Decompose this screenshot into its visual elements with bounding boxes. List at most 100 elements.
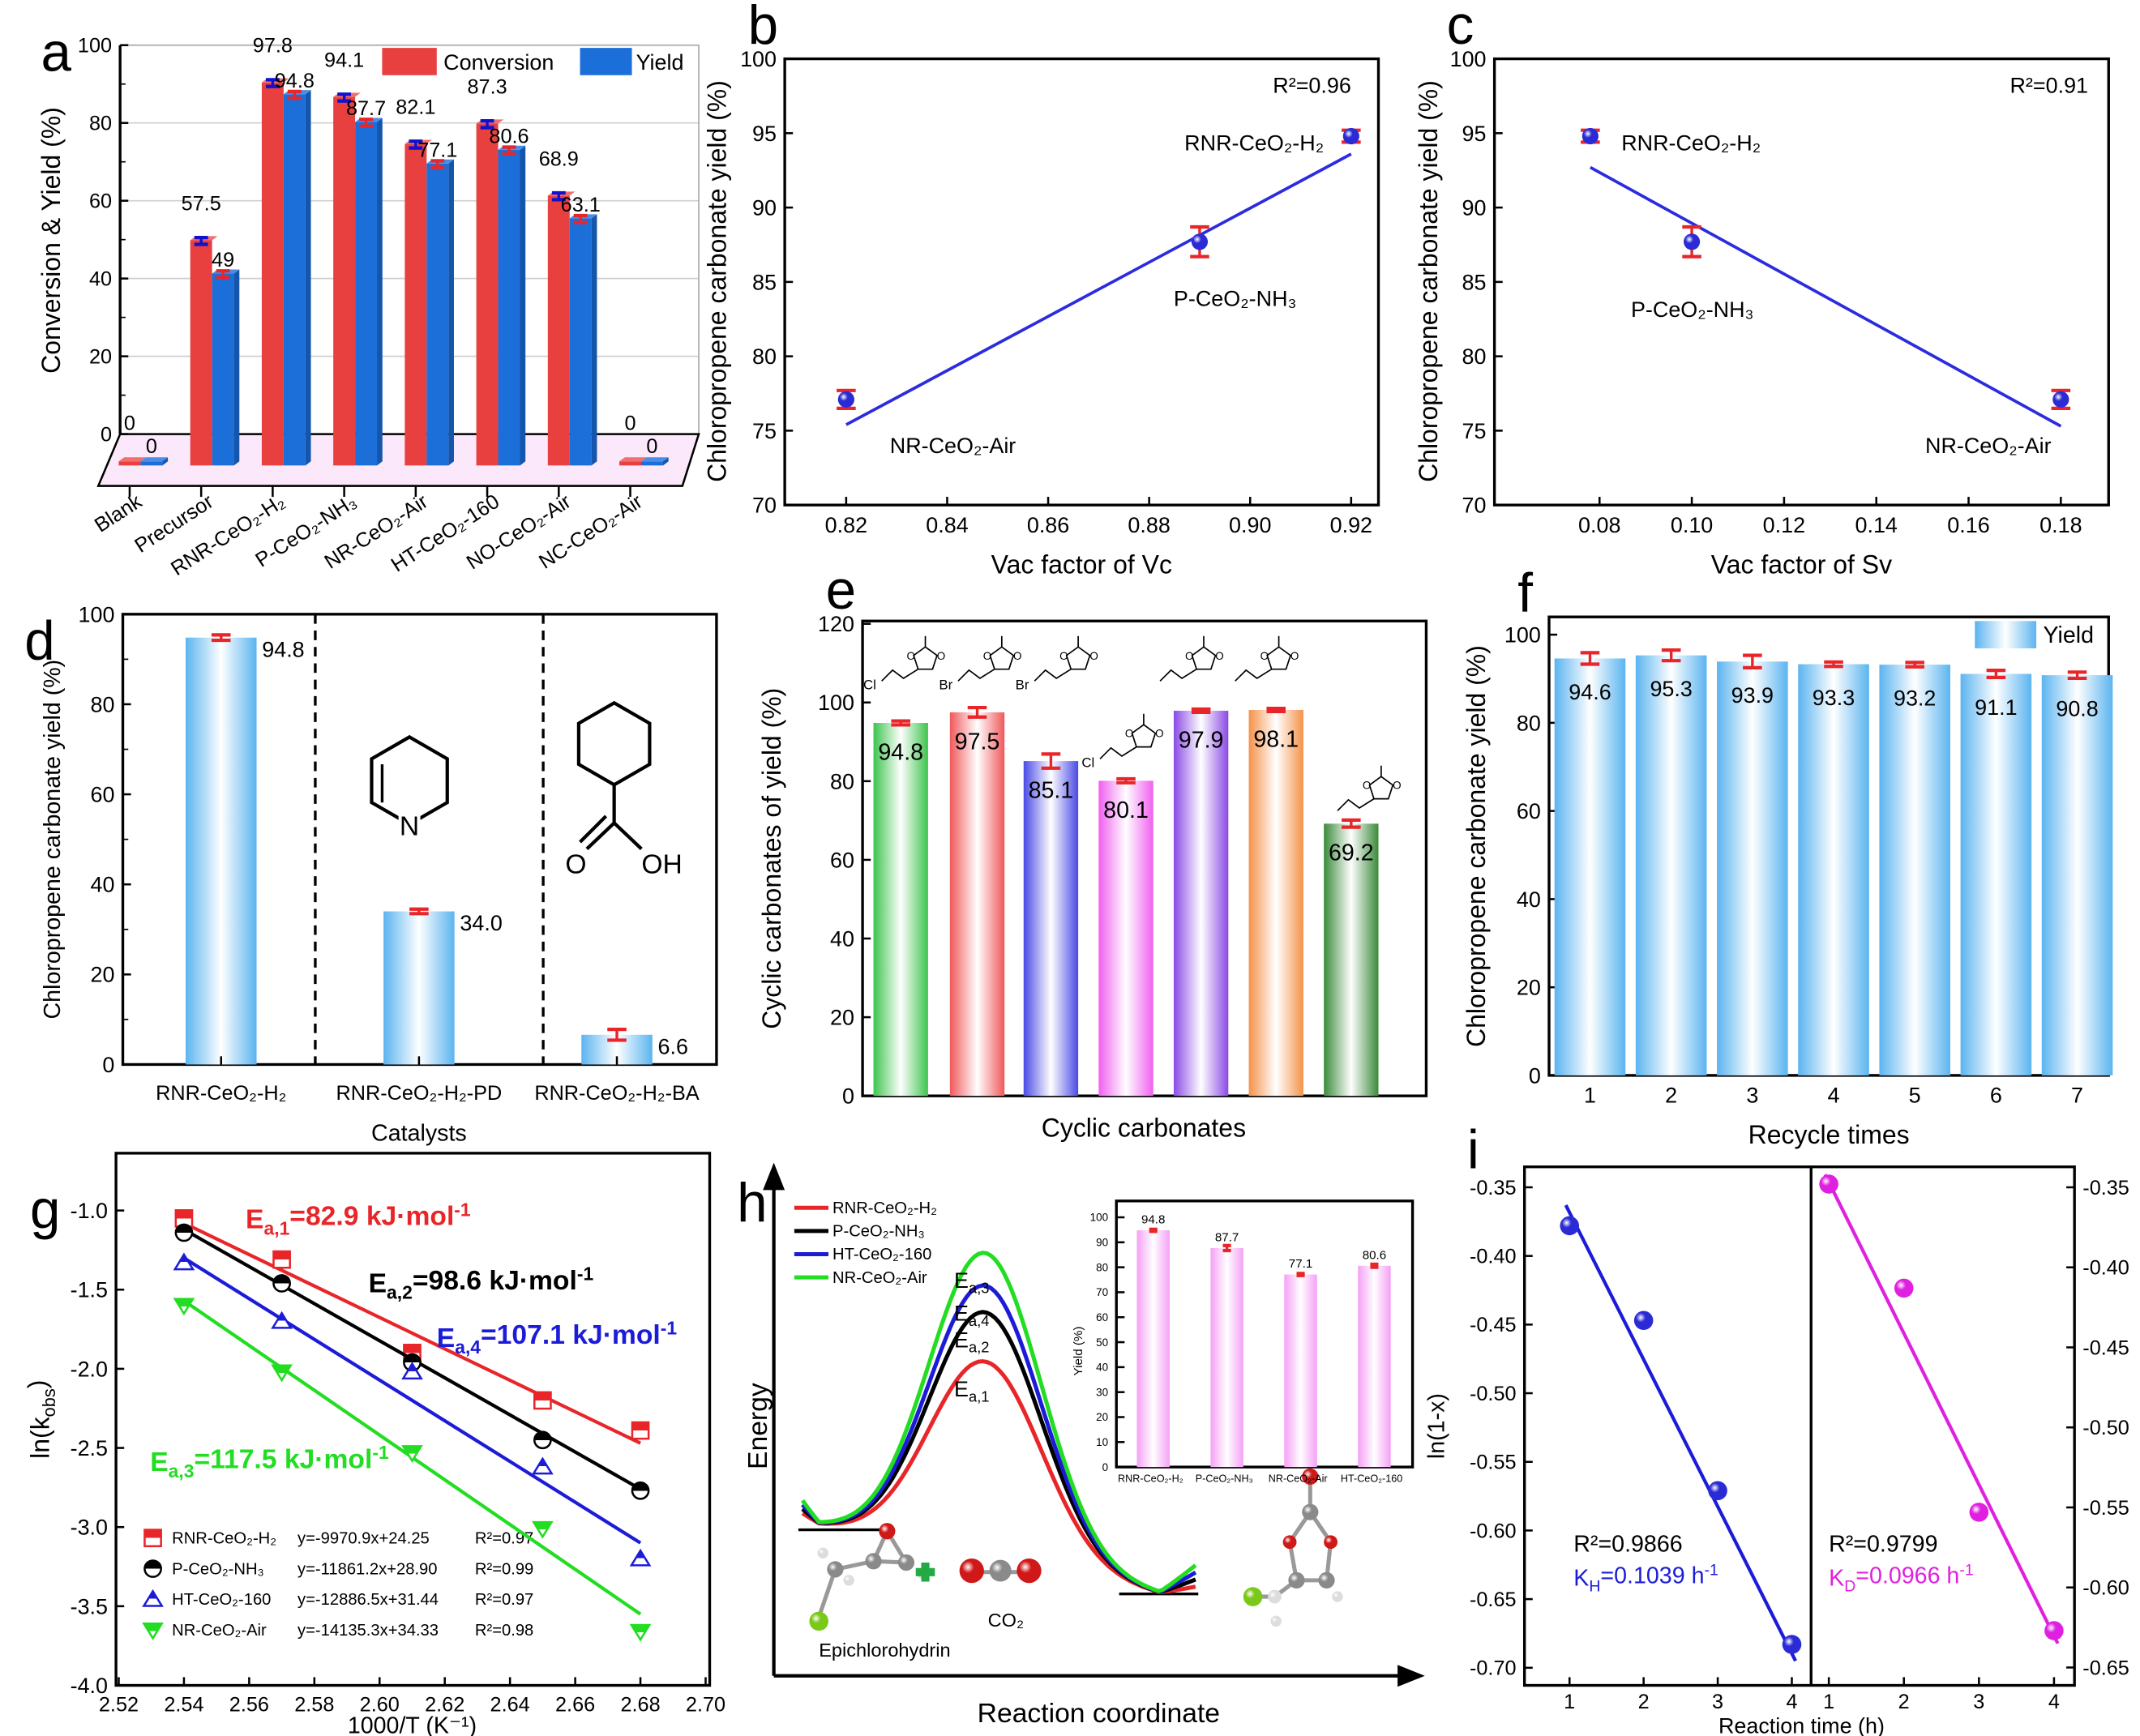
bar-value-label: 90.8 bbox=[2056, 697, 2098, 721]
bar-yield bbox=[283, 94, 306, 466]
cyclic-carbonate-structure bbox=[1266, 646, 1292, 670]
bar-value-label: 98.1 bbox=[1253, 726, 1299, 752]
bar-conversion bbox=[261, 82, 284, 466]
bar-side-face bbox=[305, 90, 311, 466]
data-point-triangle-up bbox=[271, 1311, 293, 1329]
bar-yield bbox=[640, 461, 663, 466]
text-part: a,4 bbox=[969, 1312, 989, 1329]
panel-b: 70 75 80 85 90 95 100 0.82 0.84 0.86 0.88 0.90 0.92 N… bbox=[703, 47, 1380, 579]
bar bbox=[1798, 664, 1869, 1075]
panel-i: -0.35 -0.40 -0.45 -0.50 -0.55 -0.60 -0.65 -0.70… bbox=[1423, 1165, 2129, 1736]
y-tick-label: 85 bbox=[1462, 270, 1487, 294]
carbon-atom bbox=[827, 1561, 844, 1578]
bar-conversion bbox=[118, 461, 141, 466]
y-tick-label: 80 bbox=[1462, 344, 1487, 369]
y-axis-title: Chloropropene carbonate yield (%) bbox=[1414, 80, 1443, 482]
text-part: -1 bbox=[372, 1442, 389, 1463]
bar-top-face bbox=[118, 457, 147, 462]
reactant-name-label: Epichlorohydrin bbox=[819, 1640, 950, 1661]
x-axis-title: Vac factor of Vc bbox=[991, 549, 1172, 579]
activation-energy-label: Ea,2=98.6 kJ·mol-1 bbox=[369, 1263, 594, 1302]
activation-energy-label: Ea,1=82.9 kJ·mol-1 bbox=[246, 1199, 471, 1238]
x-tick-label: 0.12 bbox=[1763, 513, 1805, 537]
hydrogen-atom bbox=[1270, 1615, 1282, 1627]
data-point-square bbox=[631, 1421, 650, 1440]
bar-side-face bbox=[520, 145, 526, 466]
text-part: =0.1039 h bbox=[1600, 1563, 1704, 1588]
x-axis-title: Catalysts bbox=[371, 1121, 467, 1147]
text-part: -1 bbox=[454, 1199, 471, 1220]
bar-conversion bbox=[476, 123, 499, 466]
legend-label: RNR-CeO₂-H₂ bbox=[832, 1199, 937, 1217]
x-tick-label: 2.54 bbox=[164, 1694, 203, 1717]
y-tick-label: 0 bbox=[101, 423, 112, 446]
y-tick-label: -0.40 bbox=[1470, 1246, 1517, 1268]
bar-side-face bbox=[377, 118, 383, 466]
y-tick-label: -0.35 bbox=[1470, 1177, 1517, 1199]
x-tick-label: 0.18 bbox=[2039, 513, 2082, 537]
panel-label-b: b bbox=[748, 0, 778, 56]
bar bbox=[1098, 780, 1153, 1097]
bar bbox=[1554, 658, 1626, 1075]
y-tick-label: 80 bbox=[752, 344, 777, 369]
y-tick-label: 40 bbox=[1096, 1362, 1108, 1374]
energy-profile-curve bbox=[801, 1310, 1196, 1594]
legend-r-squared: R²=0.99 bbox=[475, 1560, 533, 1578]
y-tick-label: 100 bbox=[1504, 623, 1541, 648]
bar-yield bbox=[426, 163, 449, 466]
bar-side-face bbox=[662, 457, 669, 466]
data-point-circle bbox=[174, 1223, 194, 1242]
bar-value-label: 0 bbox=[146, 435, 157, 458]
legend-r-squared: R²=0.98 bbox=[475, 1622, 533, 1640]
y-tick-label: 0 bbox=[102, 1053, 114, 1077]
y-tick-label: 95 bbox=[1462, 122, 1487, 146]
x-tick-label: 0.10 bbox=[1671, 513, 1713, 537]
legend-marker bbox=[143, 1559, 162, 1578]
text-part: a,2 bbox=[969, 1339, 989, 1356]
data-point bbox=[837, 391, 854, 408]
y-axis-title: Cyclic carbonates of yield (%) bbox=[757, 688, 786, 1029]
hydrogen-atom bbox=[843, 1575, 854, 1586]
bar-value-label: 94.6 bbox=[1569, 680, 1611, 704]
y-tick-label: 20 bbox=[89, 345, 112, 368]
legend-marker bbox=[142, 1588, 164, 1607]
double-bond bbox=[579, 815, 608, 844]
bar bbox=[949, 712, 1005, 1097]
data-point bbox=[1560, 1216, 1580, 1236]
text-part: E bbox=[954, 1328, 969, 1352]
y-tick-label: 20 bbox=[830, 1006, 854, 1030]
molecular-bond bbox=[816, 1568, 837, 1618]
ring-atom-label: O bbox=[1290, 650, 1299, 662]
panel-c: 70 75 80 85 90 95 100 0.08 0.10 0.12 0.14 0.16 0.18 R… bbox=[1414, 47, 2110, 579]
bar-value-label: 93.9 bbox=[1731, 683, 1774, 708]
data-point-circle bbox=[272, 1274, 291, 1293]
ring-atom-label: O bbox=[983, 650, 991, 662]
inset-chart: 0 10 20 30 40 50 60 70 80 90 100 94.8 RNR-CeO₂-H₂ 87.… bbox=[1072, 1199, 1415, 1485]
y-tick-label: 60 bbox=[1517, 799, 1541, 823]
fit-line bbox=[845, 152, 1352, 426]
x-tick-label: 2.70 bbox=[686, 1694, 725, 1717]
panel-label-d: d bbox=[24, 610, 54, 671]
text-part: =98.6 kJ·mol bbox=[413, 1266, 577, 1296]
bar-value-label: 94.8 bbox=[262, 637, 304, 661]
rate-constant-label: KD=0.0966 h-1 bbox=[1829, 1562, 1974, 1596]
bar-conversion bbox=[333, 96, 356, 466]
legend-equation: y=-14135.3x+34.33 bbox=[297, 1622, 439, 1640]
y-tick-label: -0.60 bbox=[2082, 1577, 2129, 1600]
fit-line bbox=[182, 1256, 642, 1545]
x-tick-label: 2.52 bbox=[99, 1694, 139, 1717]
data-point bbox=[1819, 1174, 1838, 1194]
carbon-atom bbox=[897, 1554, 915, 1571]
substituent-chain bbox=[1099, 746, 1137, 759]
y-tick-label: 20 bbox=[1096, 1411, 1108, 1423]
x-tick-label: 0.08 bbox=[1578, 513, 1620, 537]
bar-yield bbox=[569, 218, 592, 466]
r-squared-label: R²=0.9866 bbox=[1573, 1532, 1682, 1558]
y-tick-label: -3.0 bbox=[71, 1516, 108, 1540]
x-tick-label: 0.92 bbox=[1330, 513, 1372, 537]
fit-line bbox=[183, 1221, 641, 1445]
bar-value-label: 80.6 bbox=[489, 125, 529, 148]
bar-value-label: 93.3 bbox=[1813, 686, 1855, 710]
axes-frame bbox=[114, 1152, 712, 1687]
x-tick-label: 0.84 bbox=[926, 513, 968, 537]
